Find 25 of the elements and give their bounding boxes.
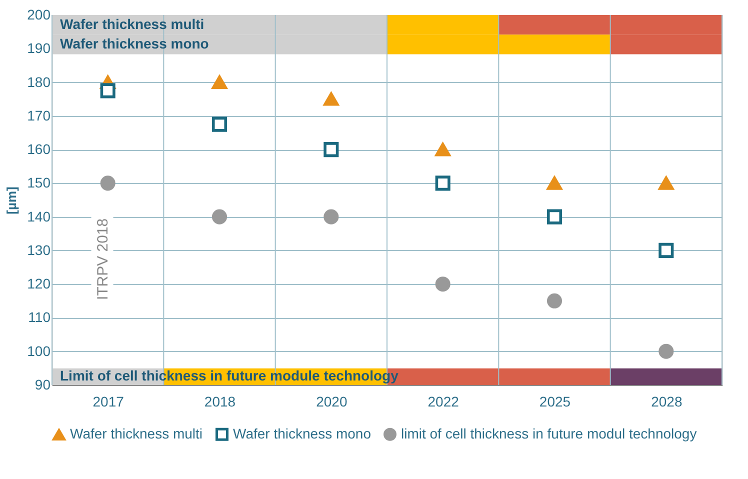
legend-label: limit of cell thickness in future modul technology — [401, 425, 697, 442]
x-tick-label: 2020 — [316, 394, 348, 410]
y-tick-label: 150 — [27, 174, 51, 191]
y-tick-label: 120 — [27, 276, 51, 292]
y-axis-title: [µm] — [4, 186, 20, 214]
y-tick-label: 90 — [34, 376, 51, 392]
y-tick-label: 140 — [27, 208, 51, 224]
annotation: Wafer thickness mono — [60, 35, 209, 52]
legend-label: Wafer thickness mono — [233, 425, 372, 442]
y-tick-label: 170 — [27, 107, 51, 124]
x-tick-label: 2022 — [428, 394, 460, 410]
x-tick-label: 2028 — [651, 394, 682, 410]
y-tick-label: 180 — [27, 74, 51, 90]
y-tick-label: 110 — [28, 309, 51, 326]
annotation: ITRPV 2018 — [94, 218, 112, 300]
y-tick-label: 130 — [27, 242, 51, 258]
y-tick-label: 200 — [27, 6, 51, 22]
x-tick-label: 2017 — [92, 394, 124, 410]
annotation: Wafer thickness multi — [60, 16, 204, 32]
y-tick-label: 190 — [27, 40, 51, 56]
legend-label: Wafer thickness multi — [70, 426, 203, 442]
x-tick-label: 2025 — [539, 394, 571, 410]
y-tick-label: 160 — [27, 141, 51, 158]
y-tick-label: 100 — [27, 342, 51, 359]
x-tick-label: 2018 — [204, 394, 236, 410]
